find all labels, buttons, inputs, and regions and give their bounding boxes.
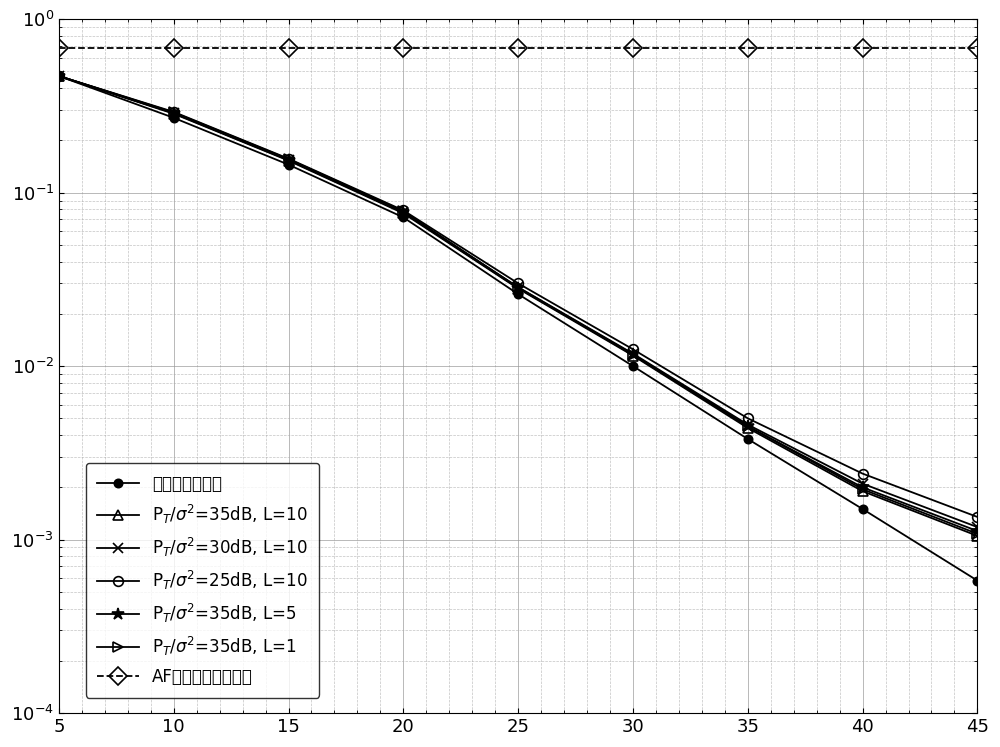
Legend: 完全自干扰消除, P$_T$/$\sigma^2$=35dB, L=10, P$_T$/$\sigma^2$=30dB, L=10, P$_T$/$\sigma: 完全自干扰消除, P$_T$/$\sigma^2$=35dB, L=10, P$… [86, 463, 319, 698]
P$_T$/$\sigma^2$=35dB, L=5 [857, 483, 869, 492]
P$_T$/$\sigma^2$=35dB, L=1 [397, 207, 409, 216]
P$_T$/$\sigma^2$=30dB, L=10 [283, 155, 295, 164]
P$_T$/$\sigma^2$=35dB, L=5 [627, 350, 639, 359]
P$_T$/$\sigma^2$=25dB, L=10 [627, 345, 639, 354]
P$_T$/$\sigma^2$=35dB, L=10 [857, 487, 869, 496]
P$_T$/$\sigma^2$=30dB, L=10 [397, 208, 409, 217]
P$_T$/$\sigma^2$=30dB, L=10 [971, 523, 983, 532]
P$_T$/$\sigma^2$=25dB, L=10 [53, 72, 65, 81]
P$_T$/$\sigma^2$=35dB, L=10 [53, 72, 65, 81]
AF差分双向传输方法 [627, 44, 639, 53]
P$_T$/$\sigma^2$=35dB, L=5 [397, 208, 409, 217]
P$_T$/$\sigma^2$=35dB, L=1 [53, 72, 65, 81]
P$_T$/$\sigma^2$=35dB, L=5 [512, 284, 524, 293]
Line: P$_T$/$\sigma^2$=30dB, L=10: P$_T$/$\sigma^2$=30dB, L=10 [54, 71, 982, 532]
AF差分双向传输方法 [512, 44, 524, 53]
P$_T$/$\sigma^2$=30dB, L=10 [512, 282, 524, 291]
P$_T$/$\sigma^2$=35dB, L=1 [168, 108, 180, 117]
P$_T$/$\sigma^2$=35dB, L=5 [168, 109, 180, 118]
完全自干扰消除 [397, 213, 409, 222]
P$_T$/$\sigma^2$=35dB, L=10 [397, 209, 409, 218]
P$_T$/$\sigma^2$=35dB, L=1 [283, 155, 295, 164]
P$_T$/$\sigma^2$=25dB, L=10 [512, 279, 524, 288]
P$_T$/$\sigma^2$=30dB, L=10 [627, 349, 639, 358]
完全自干扰消除 [512, 290, 524, 299]
P$_T$/$\sigma^2$=35dB, L=1 [512, 283, 524, 292]
P$_T$/$\sigma^2$=25dB, L=10 [742, 414, 754, 423]
P$_T$/$\sigma^2$=35dB, L=10 [627, 351, 639, 360]
P$_T$/$\sigma^2$=35dB, L=5 [971, 527, 983, 536]
Line: P$_T$/$\sigma^2$=35dB, L=10: P$_T$/$\sigma^2$=35dB, L=10 [54, 71, 982, 541]
P$_T$/$\sigma^2$=35dB, L=10 [512, 284, 524, 293]
AF差分双向传输方法 [742, 44, 754, 53]
Line: AF差分双向传输方法: AF差分双向传输方法 [53, 42, 984, 55]
AF差分双向传输方法 [283, 44, 295, 53]
AF差分双向传输方法 [857, 44, 869, 53]
完全自干扰消除 [857, 504, 869, 513]
P$_T$/$\sigma^2$=35dB, L=10 [168, 109, 180, 118]
P$_T$/$\sigma^2$=25dB, L=10 [283, 154, 295, 163]
P$_T$/$\sigma^2$=25dB, L=10 [168, 108, 180, 117]
P$_T$/$\sigma^2$=35dB, L=1 [857, 485, 869, 494]
Line: P$_T$/$\sigma^2$=25dB, L=10: P$_T$/$\sigma^2$=25dB, L=10 [54, 71, 982, 522]
完全自干扰消除 [53, 72, 65, 81]
AF差分双向传输方法 [971, 44, 983, 53]
P$_T$/$\sigma^2$=30dB, L=10 [53, 72, 65, 81]
P$_T$/$\sigma^2$=35dB, L=10 [742, 424, 754, 433]
P$_T$/$\sigma^2$=35dB, L=10 [283, 156, 295, 165]
AF差分双向传输方法 [53, 44, 65, 53]
完全自干扰消除 [742, 435, 754, 444]
P$_T$/$\sigma^2$=35dB, L=1 [971, 530, 983, 539]
完全自干扰消除 [971, 576, 983, 585]
AF差分双向传输方法 [397, 44, 409, 53]
P$_T$/$\sigma^2$=30dB, L=10 [168, 108, 180, 117]
Line: P$_T$/$\sigma^2$=35dB, L=5: P$_T$/$\sigma^2$=35dB, L=5 [53, 69, 984, 537]
P$_T$/$\sigma^2$=30dB, L=10 [742, 420, 754, 429]
P$_T$/$\sigma^2$=25dB, L=10 [857, 469, 869, 478]
P$_T$/$\sigma^2$=35dB, L=5 [283, 155, 295, 164]
P$_T$/$\sigma^2$=25dB, L=10 [397, 206, 409, 215]
P$_T$/$\sigma^2$=35dB, L=1 [742, 422, 754, 431]
完全自干扰消除 [168, 114, 180, 123]
P$_T$/$\sigma^2$=35dB, L=5 [53, 72, 65, 81]
完全自干扰消除 [627, 362, 639, 371]
P$_T$/$\sigma^2$=35dB, L=1 [627, 350, 639, 359]
AF差分双向传输方法 [168, 44, 180, 53]
P$_T$/$\sigma^2$=30dB, L=10 [857, 479, 869, 488]
Line: P$_T$/$\sigma^2$=35dB, L=1: P$_T$/$\sigma^2$=35dB, L=1 [54, 71, 982, 539]
P$_T$/$\sigma^2$=35dB, L=5 [742, 422, 754, 431]
完全自干扰消除 [283, 160, 295, 169]
Line: 完全自干扰消除: 完全自干扰消除 [55, 72, 982, 585]
P$_T$/$\sigma^2$=25dB, L=10 [971, 512, 983, 521]
P$_T$/$\sigma^2$=35dB, L=10 [971, 531, 983, 540]
